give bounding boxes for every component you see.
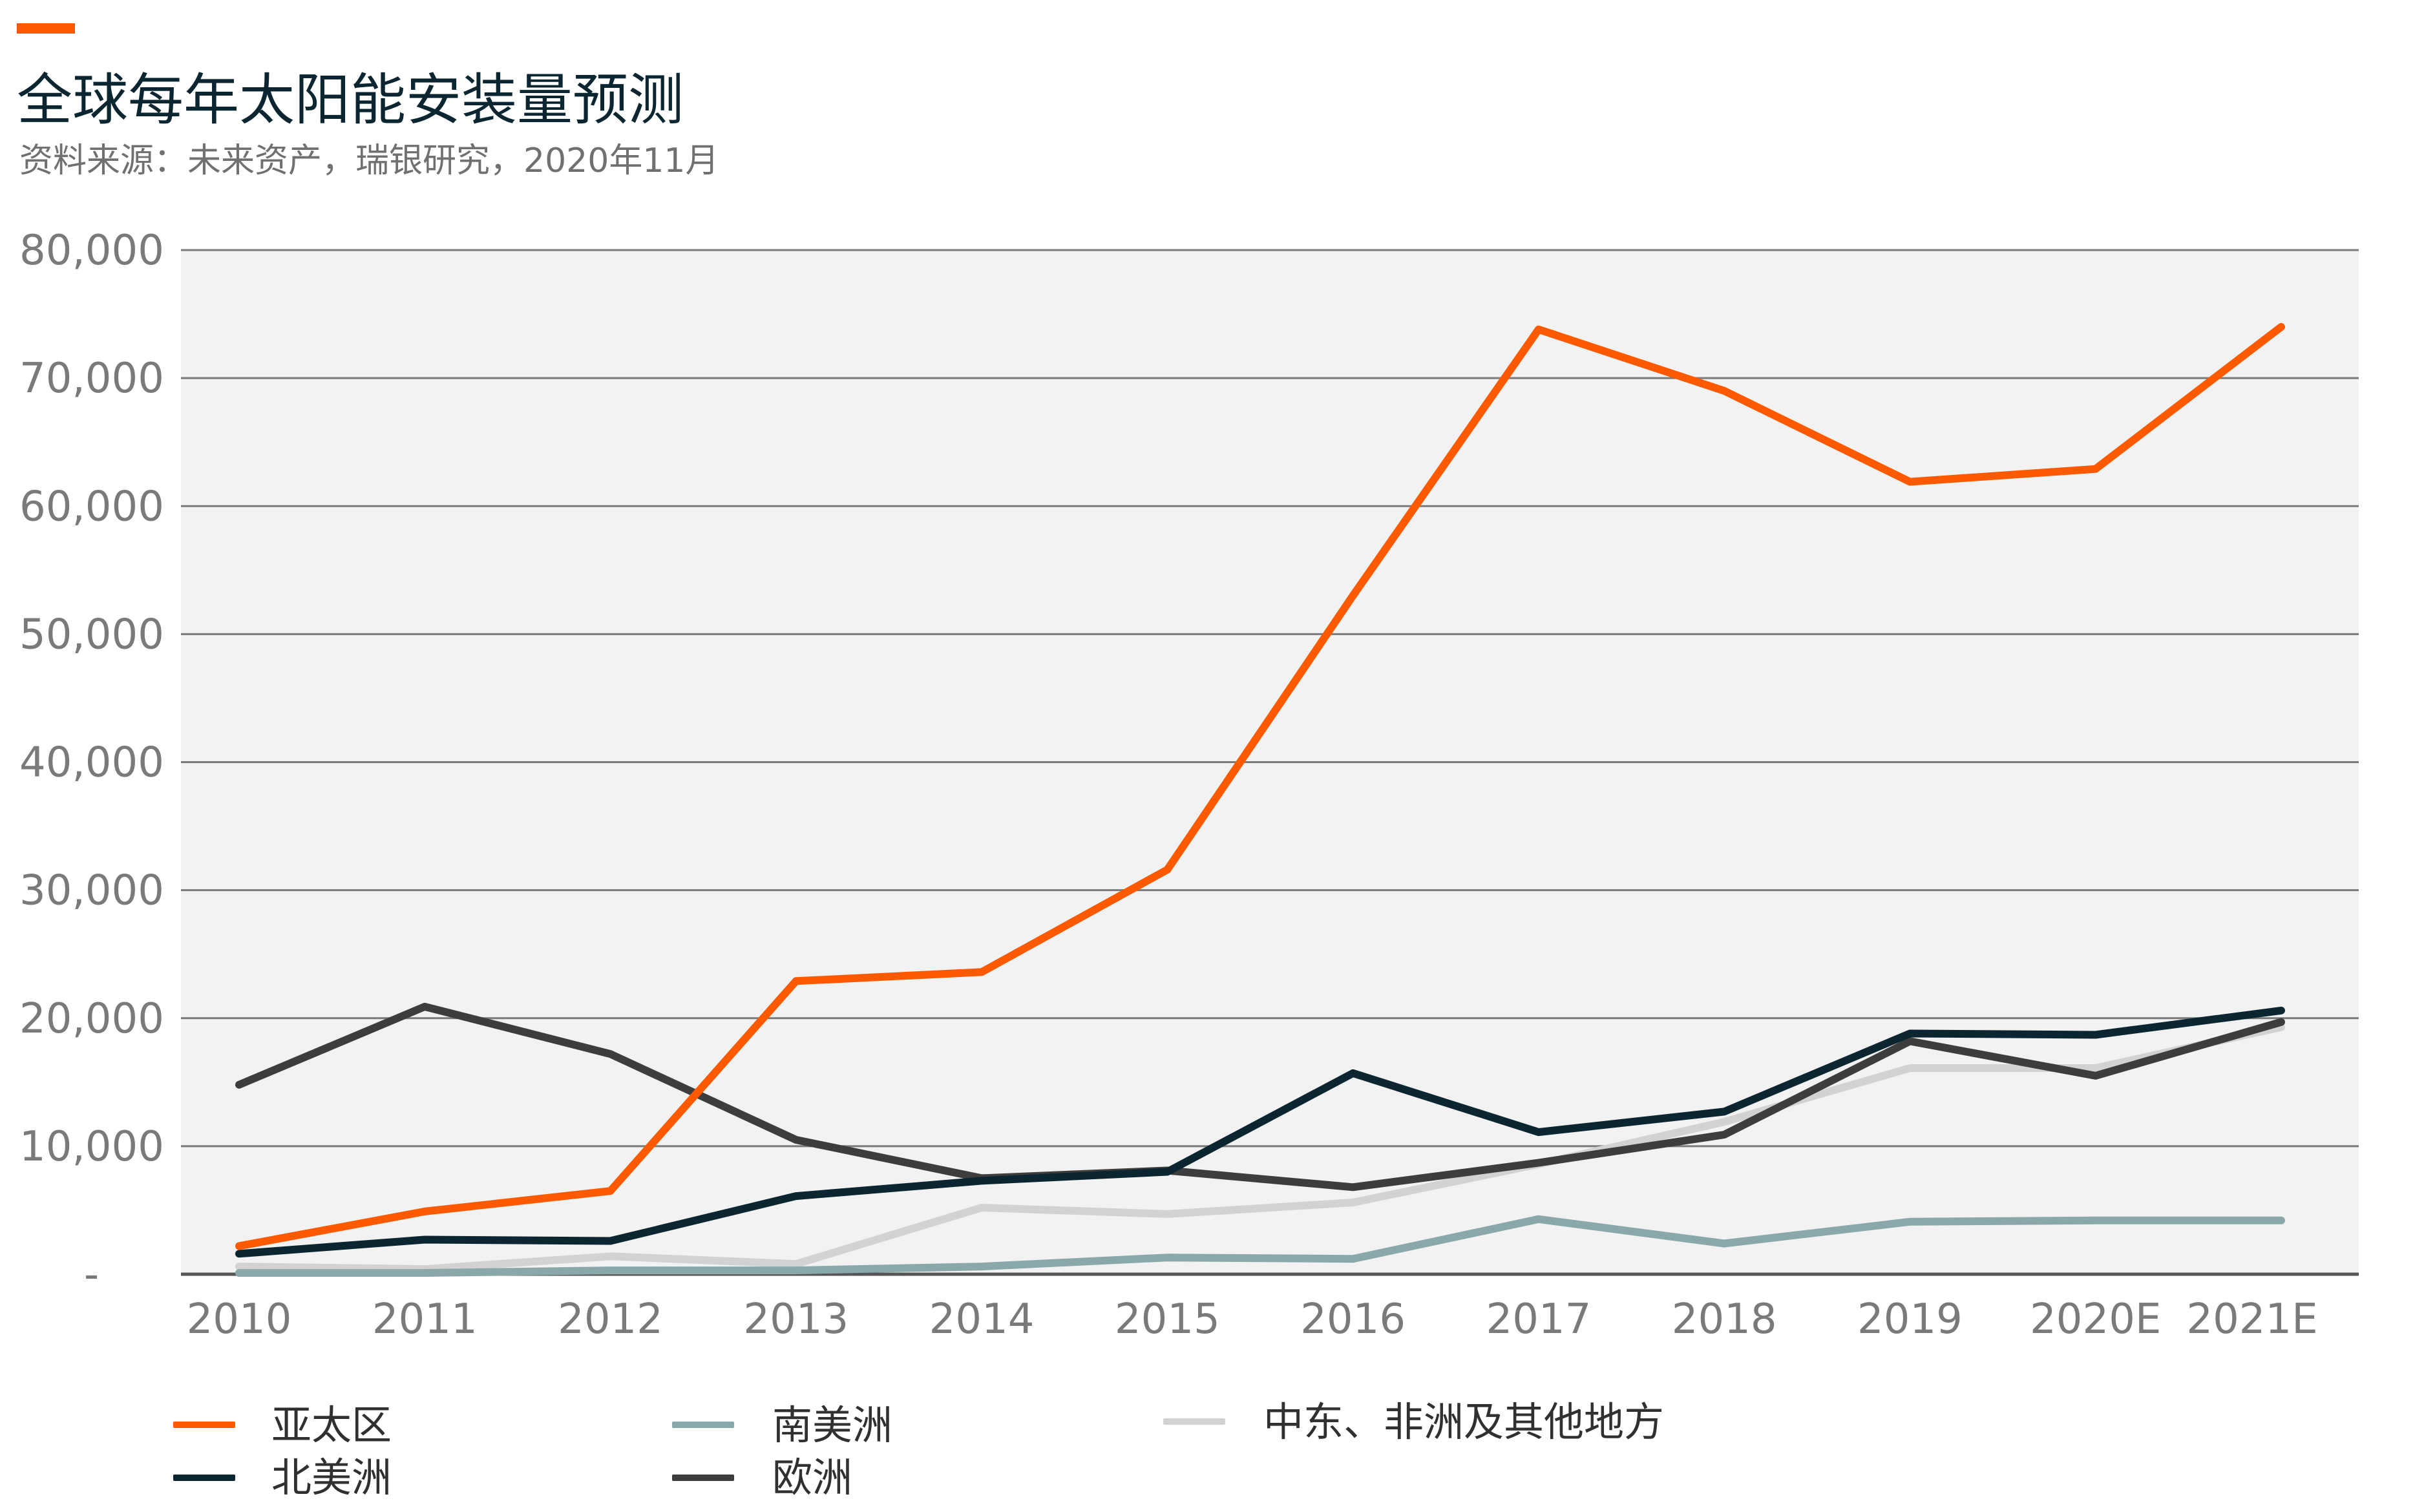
legend-label-north-america: 北美洲: [271, 1454, 392, 1501]
legend-label-mea-other: 中东、非洲及其他地方: [1263, 1398, 1665, 1445]
x-tick-label: 2011: [372, 1296, 478, 1343]
series-line: [235, 1006, 2285, 1258]
legend-swatch-north-america: [173, 1475, 235, 1481]
y-tick-label: -: [84, 1251, 99, 1299]
gridlines: [181, 249, 2359, 1276]
series-line: [235, 1215, 2285, 1277]
legend-swatch-asia-pacific: [173, 1422, 235, 1428]
legend-label-europe: 欧洲: [772, 1454, 853, 1501]
y-tick-label: 50,000: [19, 611, 164, 658]
x-tick-label: 2021E: [2186, 1296, 2317, 1343]
x-axis: 2010 2011 2012 2013 2014 2015 2016 2017 2018 2019…: [187, 1296, 2318, 1343]
y-tick-label: 60,000: [19, 483, 164, 530]
x-tick-label: 2019: [1857, 1296, 1963, 1343]
y-axis: - 10,000 20,000 30,000 40,000 50,000 60,000 70,…: [19, 227, 164, 1299]
y-tick-label: 70,000: [19, 355, 164, 403]
legend-swatch-europe: [672, 1475, 734, 1481]
chart-title: 全球每年太阳能安装量预测: [17, 68, 684, 132]
y-tick-label: 10,000: [19, 1123, 164, 1171]
x-tick-label: 2010: [187, 1296, 292, 1343]
legend-swatch-mea-other: [1163, 1418, 1225, 1425]
series-line: [235, 1002, 2285, 1192]
series-line: [235, 1023, 2285, 1274]
legend-label-asia-pacific: 亚太区: [271, 1402, 392, 1449]
y-tick-label: 20,000: [19, 995, 164, 1043]
chart-source: 资料来源：未来资产，瑞银研究，2020年11月: [19, 142, 719, 180]
y-tick-label: 30,000: [19, 867, 164, 915]
x-tick-label: 2012: [558, 1296, 663, 1343]
x-tick-label: 2013: [743, 1296, 848, 1343]
y-tick-label: 40,000: [19, 739, 164, 787]
series-lines: [235, 322, 2285, 1277]
y-tick-label: 80,000: [19, 227, 164, 275]
legend-label-south-america: 南美洲: [772, 1402, 893, 1449]
x-tick-label: 2018: [1672, 1296, 1777, 1343]
x-tick-label: 2020E: [2030, 1296, 2161, 1343]
title-accent-bar: [17, 23, 75, 34]
x-tick-label: 2016: [1300, 1296, 1406, 1343]
legend-swatch-south-america: [672, 1422, 734, 1428]
x-tick-label: 2014: [929, 1296, 1035, 1343]
x-tick-label: 2015: [1115, 1296, 1220, 1343]
series-line: [235, 322, 2285, 1250]
x-tick-label: 2017: [1486, 1296, 1591, 1343]
